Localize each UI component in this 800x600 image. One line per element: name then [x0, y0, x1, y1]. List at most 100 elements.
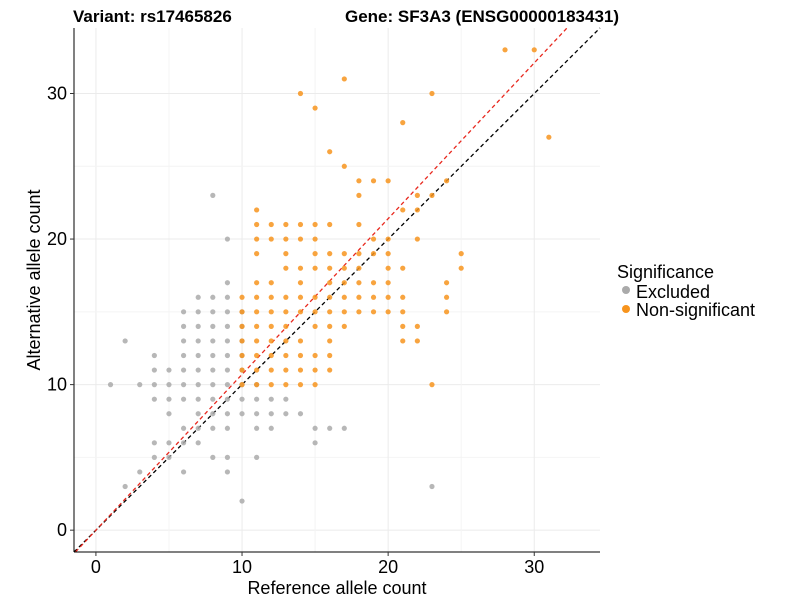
- point-excluded: [166, 367, 172, 373]
- point-non-significant: [341, 265, 347, 271]
- point-excluded: [297, 411, 304, 417]
- point-non-significant: [458, 251, 464, 257]
- point-excluded: [254, 411, 260, 417]
- point-excluded: [180, 396, 187, 402]
- point-non-significant: [254, 251, 260, 257]
- point-excluded: [151, 440, 157, 446]
- point-non-significant: [268, 236, 274, 242]
- point-excluded: [166, 382, 172, 388]
- point-non-significant: [400, 265, 406, 271]
- point-excluded: [166, 411, 172, 417]
- point-non-significant: [297, 280, 304, 286]
- point-non-significant: [297, 265, 304, 271]
- point-non-significant: [356, 178, 362, 184]
- point-non-significant: [414, 207, 420, 213]
- point-non-significant: [356, 265, 362, 271]
- point-excluded: [224, 309, 231, 315]
- point-excluded: [312, 440, 318, 446]
- point-non-significant: [370, 251, 377, 257]
- point-non-significant: [400, 207, 406, 213]
- point-excluded: [195, 411, 201, 417]
- reference-line-fit: [74, 27, 568, 553]
- point-excluded: [210, 323, 216, 329]
- point-non-significant: [297, 309, 304, 315]
- point-non-significant: [385, 236, 391, 242]
- point-non-significant: [502, 47, 508, 53]
- point-non-significant: [327, 265, 333, 271]
- point-excluded: [341, 425, 347, 431]
- point-non-significant: [414, 236, 420, 242]
- point-non-significant: [341, 294, 347, 300]
- point-non-significant: [297, 352, 304, 359]
- point-non-significant: [254, 352, 260, 359]
- point-non-significant: [356, 251, 362, 257]
- point-non-significant: [297, 90, 304, 97]
- point-non-significant: [239, 382, 245, 388]
- point-excluded: [151, 367, 157, 373]
- point-non-significant: [327, 309, 333, 315]
- point-excluded: [224, 469, 231, 475]
- point-non-significant: [312, 221, 318, 228]
- point-non-significant: [341, 309, 347, 315]
- point-excluded: [268, 411, 274, 417]
- point-non-significant: [312, 105, 318, 111]
- point-non-significant: [327, 221, 333, 228]
- point-excluded: [254, 396, 260, 402]
- point-excluded: [195, 425, 201, 431]
- point-non-significant: [297, 221, 304, 228]
- point-excluded: [180, 425, 187, 431]
- point-non-significant: [312, 352, 318, 359]
- point-excluded: [180, 309, 187, 315]
- point-excluded: [195, 294, 201, 300]
- point-excluded: [210, 192, 216, 198]
- point-non-significant: [356, 309, 362, 315]
- point-non-significant: [283, 309, 289, 315]
- point-non-significant: [312, 323, 318, 329]
- point-excluded: [224, 367, 231, 373]
- point-non-significant: [268, 221, 274, 228]
- point-non-significant: [297, 367, 304, 373]
- point-excluded: [195, 396, 201, 402]
- point-non-significant: [385, 251, 391, 257]
- point-excluded: [151, 382, 157, 388]
- point-non-significant: [341, 323, 347, 329]
- point-excluded: [122, 338, 128, 344]
- point-non-significant: [297, 382, 304, 388]
- point-non-significant: [400, 323, 406, 329]
- data-points: [107, 47, 552, 504]
- point-non-significant: [327, 367, 333, 373]
- point-non-significant: [312, 251, 318, 257]
- point-non-significant: [385, 265, 391, 271]
- point-non-significant: [414, 192, 420, 198]
- point-non-significant: [370, 236, 377, 242]
- point-non-significant: [385, 178, 391, 184]
- x-tick-label: 10: [232, 557, 252, 577]
- point-excluded: [137, 469, 143, 475]
- point-non-significant: [385, 294, 391, 300]
- legend-title: Significance: [617, 262, 714, 282]
- point-excluded: [224, 323, 231, 329]
- point-non-significant: [443, 294, 450, 300]
- point-non-significant: [283, 367, 289, 373]
- point-excluded: [180, 323, 187, 329]
- y-tick-label: 20: [47, 229, 67, 249]
- y-tick-label: 30: [47, 84, 67, 104]
- point-non-significant: [268, 309, 274, 315]
- point-non-significant: [268, 382, 274, 388]
- point-non-significant: [239, 367, 245, 373]
- point-excluded: [107, 382, 114, 388]
- point-non-significant: [283, 338, 289, 344]
- point-non-significant: [283, 352, 289, 359]
- point-non-significant: [254, 309, 260, 315]
- chart-title-variant: Variant: rs17465826: [73, 7, 232, 26]
- point-non-significant: [283, 382, 289, 388]
- legend-label-excluded: Excluded: [636, 282, 710, 302]
- point-excluded: [151, 396, 157, 402]
- point-non-significant: [327, 280, 333, 286]
- point-non-significant: [327, 294, 333, 300]
- point-non-significant: [429, 90, 435, 97]
- grid-lines: [74, 28, 600, 552]
- point-non-significant: [239, 338, 245, 344]
- point-excluded: [180, 367, 187, 373]
- point-non-significant: [312, 265, 318, 271]
